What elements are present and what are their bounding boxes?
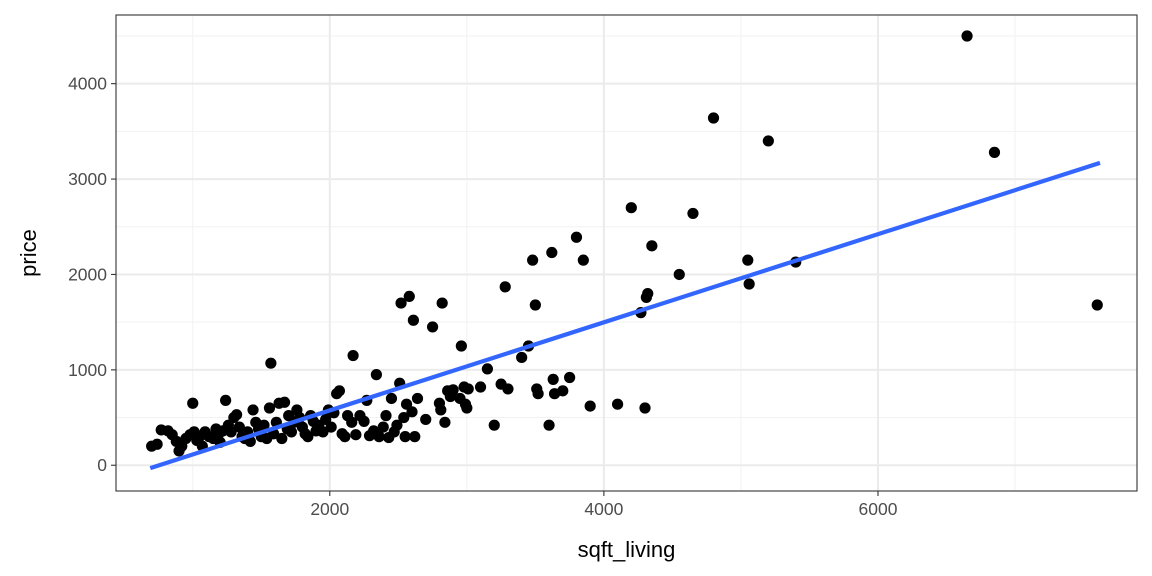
data-point xyxy=(403,290,415,303)
data-point xyxy=(673,268,685,281)
data-point xyxy=(529,299,541,311)
data-point xyxy=(347,349,359,362)
x-tick-label: 4000 xyxy=(584,499,623,519)
data-point xyxy=(346,416,358,428)
x-tick-label: 6000 xyxy=(859,499,898,519)
y-axis-tick-labels: 0 1000 2000 3000 4000 xyxy=(68,74,107,476)
data-point xyxy=(961,30,973,42)
data-point xyxy=(532,388,544,400)
data-point xyxy=(516,351,528,364)
data-point xyxy=(639,402,651,414)
y-tick-label: 4000 xyxy=(68,74,107,94)
data-point xyxy=(420,413,432,426)
data-point xyxy=(302,431,314,443)
x-axis-tick-labels: 2000 4000 6000 xyxy=(310,499,897,519)
data-point xyxy=(265,357,277,369)
data-point xyxy=(407,314,419,326)
data-point xyxy=(231,409,243,421)
data-point xyxy=(439,416,451,428)
regression-line-group xyxy=(149,160,1101,471)
data-point xyxy=(385,392,398,405)
data-point xyxy=(1091,299,1103,311)
data-point xyxy=(370,369,382,381)
data-point xyxy=(317,426,329,438)
data-point xyxy=(399,431,411,443)
data-point xyxy=(499,281,511,293)
data-point xyxy=(455,340,467,352)
data-point xyxy=(151,438,163,450)
data-point xyxy=(543,419,555,431)
data-point xyxy=(377,421,389,433)
data-point xyxy=(333,385,345,397)
data-point xyxy=(742,254,754,266)
data-point xyxy=(411,392,424,405)
panel-border xyxy=(115,14,1138,492)
data-point xyxy=(488,419,500,431)
data-point xyxy=(426,321,439,333)
major-gridlines xyxy=(116,15,1137,491)
data-point xyxy=(395,297,407,309)
data-point xyxy=(278,396,291,408)
data-point xyxy=(187,397,199,409)
data-point xyxy=(546,246,558,259)
data-point xyxy=(481,363,493,375)
y-tick-label: 2000 xyxy=(68,264,107,284)
data-point xyxy=(263,402,276,414)
data-point xyxy=(380,410,392,422)
data-point xyxy=(436,297,448,309)
axis-ticks xyxy=(111,83,879,496)
data-point xyxy=(646,240,658,252)
data-point xyxy=(687,207,699,220)
data-point xyxy=(577,254,589,266)
data-point xyxy=(611,398,624,410)
data-point xyxy=(258,419,270,431)
data-point xyxy=(276,432,288,445)
data-point xyxy=(435,404,447,416)
data-point xyxy=(557,385,569,397)
data-point xyxy=(339,431,351,443)
data-point xyxy=(373,431,385,443)
data-point xyxy=(625,202,637,214)
data-point xyxy=(358,415,370,427)
data-point xyxy=(391,419,403,431)
data-point xyxy=(220,394,232,406)
data-point xyxy=(707,112,720,124)
data-point xyxy=(564,371,576,384)
data-point xyxy=(461,402,473,414)
data-point xyxy=(325,421,337,433)
data-point xyxy=(762,135,774,147)
data-point xyxy=(233,421,245,433)
data-point xyxy=(527,254,539,266)
x-axis-title: sqft_living xyxy=(578,537,676,562)
data-point xyxy=(247,404,259,416)
data-point xyxy=(447,384,459,396)
data-point xyxy=(409,431,421,443)
x-tick-label: 2000 xyxy=(310,499,349,519)
data-point xyxy=(502,383,514,395)
data-point xyxy=(642,287,654,300)
data-point xyxy=(398,411,410,424)
data-point xyxy=(285,426,298,438)
data-point xyxy=(743,278,755,290)
data-points xyxy=(146,30,1103,457)
y-tick-label: 3000 xyxy=(68,169,107,189)
data-point xyxy=(570,231,583,243)
data-point xyxy=(474,381,487,393)
data-point xyxy=(225,426,237,438)
y-tick-label: 0 xyxy=(97,455,107,475)
data-point xyxy=(988,146,1001,158)
y-axis-title: price xyxy=(16,229,41,277)
regression-line xyxy=(149,160,1101,471)
data-point xyxy=(406,406,418,418)
y-tick-label: 1000 xyxy=(68,360,107,380)
data-point xyxy=(462,383,474,395)
data-point xyxy=(547,373,559,385)
data-point xyxy=(584,400,596,412)
data-point xyxy=(350,429,362,441)
